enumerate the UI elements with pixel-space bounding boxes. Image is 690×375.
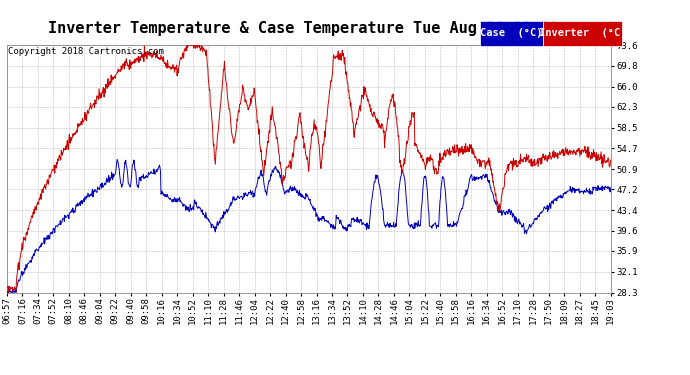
Text: Case  (°C): Case (°C) [480, 28, 542, 38]
Text: Copyright 2018 Cartronics.com: Copyright 2018 Cartronics.com [8, 47, 164, 56]
Text: Inverter  (°C): Inverter (°C) [539, 28, 627, 38]
Text: Inverter Temperature & Case Temperature Tue Aug 28 19:20: Inverter Temperature & Case Temperature … [48, 21, 559, 36]
